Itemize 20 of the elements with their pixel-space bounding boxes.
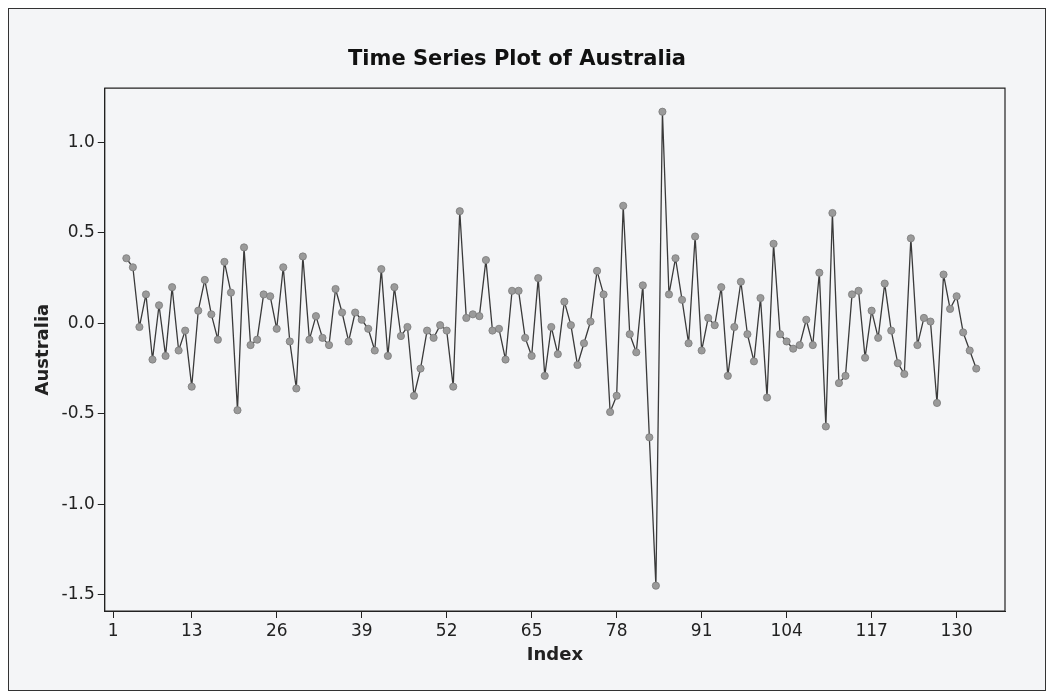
- y-tick-label: 1.0: [67, 130, 95, 151]
- y-tick-label: -1.0: [61, 492, 95, 513]
- x-tick-label: 91: [690, 619, 713, 640]
- x-tick-label: 39: [350, 619, 373, 640]
- y-axis-title: Australia: [31, 303, 53, 396]
- x-tick-label: 26: [265, 619, 288, 640]
- x-tick-label: 104: [770, 619, 803, 640]
- chart-title: Time Series Plot of Australia: [347, 46, 687, 71]
- x-tick-label: 13: [180, 619, 203, 640]
- x-axis-title: Index: [526, 642, 584, 664]
- y-tick-label: -1.5: [61, 583, 95, 604]
- y-tick-label: 0.0: [67, 311, 95, 332]
- x-tick-label: 117: [855, 619, 888, 640]
- x-tick-label: 65: [520, 619, 543, 640]
- x-tick-label: 78: [605, 619, 628, 640]
- x-tick-label: 130: [940, 619, 973, 640]
- y-tick-label: -0.5: [61, 402, 95, 423]
- y-tick-label: 0.5: [67, 221, 95, 242]
- x-tick-label: 52: [435, 619, 458, 640]
- x-tick-label: 1: [107, 619, 119, 640]
